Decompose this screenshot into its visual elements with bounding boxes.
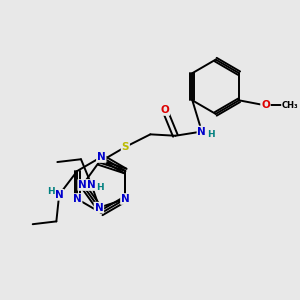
Text: N: N: [87, 180, 96, 190]
Text: H: H: [207, 130, 214, 139]
Text: N: N: [121, 194, 130, 204]
Text: O: O: [160, 105, 169, 115]
Text: S: S: [122, 142, 129, 152]
Text: N: N: [97, 152, 106, 162]
Text: N: N: [78, 180, 87, 190]
Text: H: H: [47, 187, 55, 196]
Text: N: N: [55, 190, 64, 200]
Text: H: H: [96, 184, 103, 193]
Text: CH₃: CH₃: [282, 101, 298, 110]
Text: N: N: [73, 194, 82, 204]
Text: N: N: [94, 203, 103, 213]
Text: O: O: [261, 100, 270, 110]
Text: N: N: [197, 127, 206, 136]
